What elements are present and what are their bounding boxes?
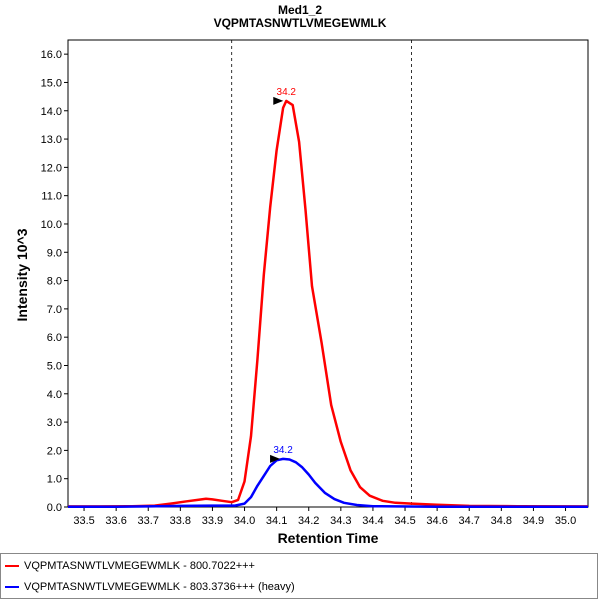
y-tick-label: 15.0 <box>41 77 62 89</box>
x-tick-label: 34.9 <box>523 515 544 527</box>
y-tick-label: 5.0 <box>47 360 62 372</box>
x-tick-label: 34.6 <box>426 515 447 527</box>
x-tick-label: 33.8 <box>170 515 191 527</box>
x-tick-label: 34.2 <box>298 515 319 527</box>
x-tick-label: 34.0 <box>234 515 255 527</box>
y-tick-label: 1.0 <box>47 474 62 486</box>
legend-swatch-red <box>5 565 19 567</box>
x-tick-label: 34.7 <box>459 515 480 527</box>
x-tick-label: 33.9 <box>202 515 223 527</box>
legend-item-light: VQPMTASNWTLVMEGEWMLK - 800.7022+++ <box>5 557 255 575</box>
x-tick-label: 33.6 <box>105 515 126 527</box>
y-tick-label: 12.0 <box>41 162 62 174</box>
y-tick-label: 14.0 <box>41 106 62 118</box>
peak-label-1: 34.2 <box>273 445 293 456</box>
chart-subtitle: VQPMTASNWTLVMEGEWMLK <box>214 16 387 30</box>
plot-frame <box>67 39 589 508</box>
y-tick-label: 3.0 <box>47 417 62 429</box>
y-tick-label: 13.0 <box>41 134 62 146</box>
chart-title: Med1_2 <box>278 3 322 17</box>
x-tick-label: 34.1 <box>266 515 287 527</box>
x-tick-label: 33.7 <box>138 515 159 527</box>
y-tick-label: 10.0 <box>41 219 62 231</box>
peak-label-0: 34.2 <box>277 87 297 98</box>
y-tick-label: 4.0 <box>47 389 62 401</box>
series-line-1 <box>68 457 588 508</box>
legend-swatch-blue <box>5 586 19 588</box>
x-tick-label: 34.4 <box>362 515 383 527</box>
legend-label-light: VQPMTASNWTLVMEGEWMLK - 800.7022+++ <box>24 560 255 572</box>
x-tick-label: 33.5 <box>73 515 94 527</box>
x-tick-label: 35.0 <box>555 515 576 527</box>
peak-marker-1 <box>270 454 281 463</box>
legend-label-heavy: VQPMTASNWTLVMEGEWMLK - 803.3736+++ (heav… <box>24 581 295 593</box>
y-tick-label: 0.0 <box>47 502 62 514</box>
x-tick-label: 34.5 <box>394 515 415 527</box>
series-line-0 <box>68 99 589 508</box>
legend: VQPMTASNWTLVMEGEWMLK - 800.7022+++ VQPMT… <box>0 553 598 599</box>
y-tick-label: 7.0 <box>47 304 62 316</box>
x-axis-label: Retention Time <box>278 530 379 546</box>
plot-area: 0.0 1.0 2.0 3.0 4.0 5.0 6.0 7.0 8.0 9.0 10.0 11.0 12… <box>41 39 589 527</box>
y-tick-label: 11.0 <box>41 191 62 203</box>
x-tick-label: 34.8 <box>491 515 512 527</box>
legend-item-heavy: VQPMTASNWTLVMEGEWMLK - 803.3736+++ (heav… <box>5 578 295 596</box>
y-tick-label: 9.0 <box>47 247 62 259</box>
peak-marker-0 <box>273 96 284 105</box>
x-tick-label: 34.3 <box>330 515 351 527</box>
chromatogram-chart: Med1_2 VQPMTASNWTLVMEGEWMLK 0.0 1.0 2.0 3.0… <box>14 3 589 546</box>
y-tick-label: 6.0 <box>47 332 62 344</box>
y-axis-label: Intensity 10^3 <box>14 228 30 321</box>
y-tick-label: 16.0 <box>41 49 62 61</box>
y-tick-label: 2.0 <box>47 445 62 457</box>
y-tick-label: 8.0 <box>47 276 62 288</box>
